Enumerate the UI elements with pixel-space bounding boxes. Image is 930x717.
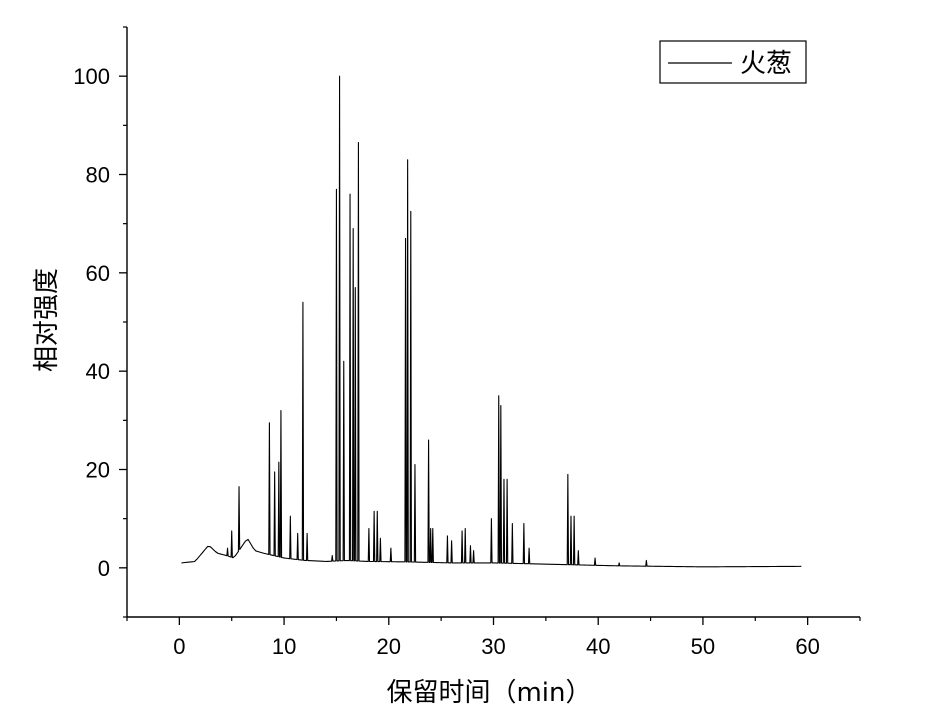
legend: 火葱: [659, 40, 807, 84]
y-tick-label: 20: [86, 458, 110, 483]
axes: [126, 27, 860, 618]
y-tick-label: 60: [86, 261, 110, 286]
y-axis-ticks: 0 20 40 60 80 100: [73, 26, 127, 618]
x-axis-ticks: 0 10 20 30 40 50 60: [126, 617, 861, 659]
x-tick-label: 30: [481, 634, 505, 659]
y-axis-title: 相对强度: [32, 268, 62, 372]
x-tick-label: 50: [691, 634, 715, 659]
y-tick-label: 40: [86, 359, 110, 384]
series-line: [181, 75, 802, 568]
x-tick-label: 0: [173, 634, 185, 659]
y-tick-label: 80: [86, 163, 110, 188]
y-tick-label: 0: [98, 556, 110, 581]
series-layer: [181, 75, 802, 568]
x-tick-label: 40: [586, 634, 610, 659]
y-tick-label: 100: [73, 64, 110, 89]
x-tick-label: 10: [272, 634, 296, 659]
legend-entry-label: 火葱: [740, 49, 792, 79]
x-axis-title: 保留时间（min）: [386, 678, 591, 708]
legend-box: [659, 40, 807, 84]
x-tick-label: 60: [795, 634, 819, 659]
x-tick-label: 20: [377, 634, 401, 659]
